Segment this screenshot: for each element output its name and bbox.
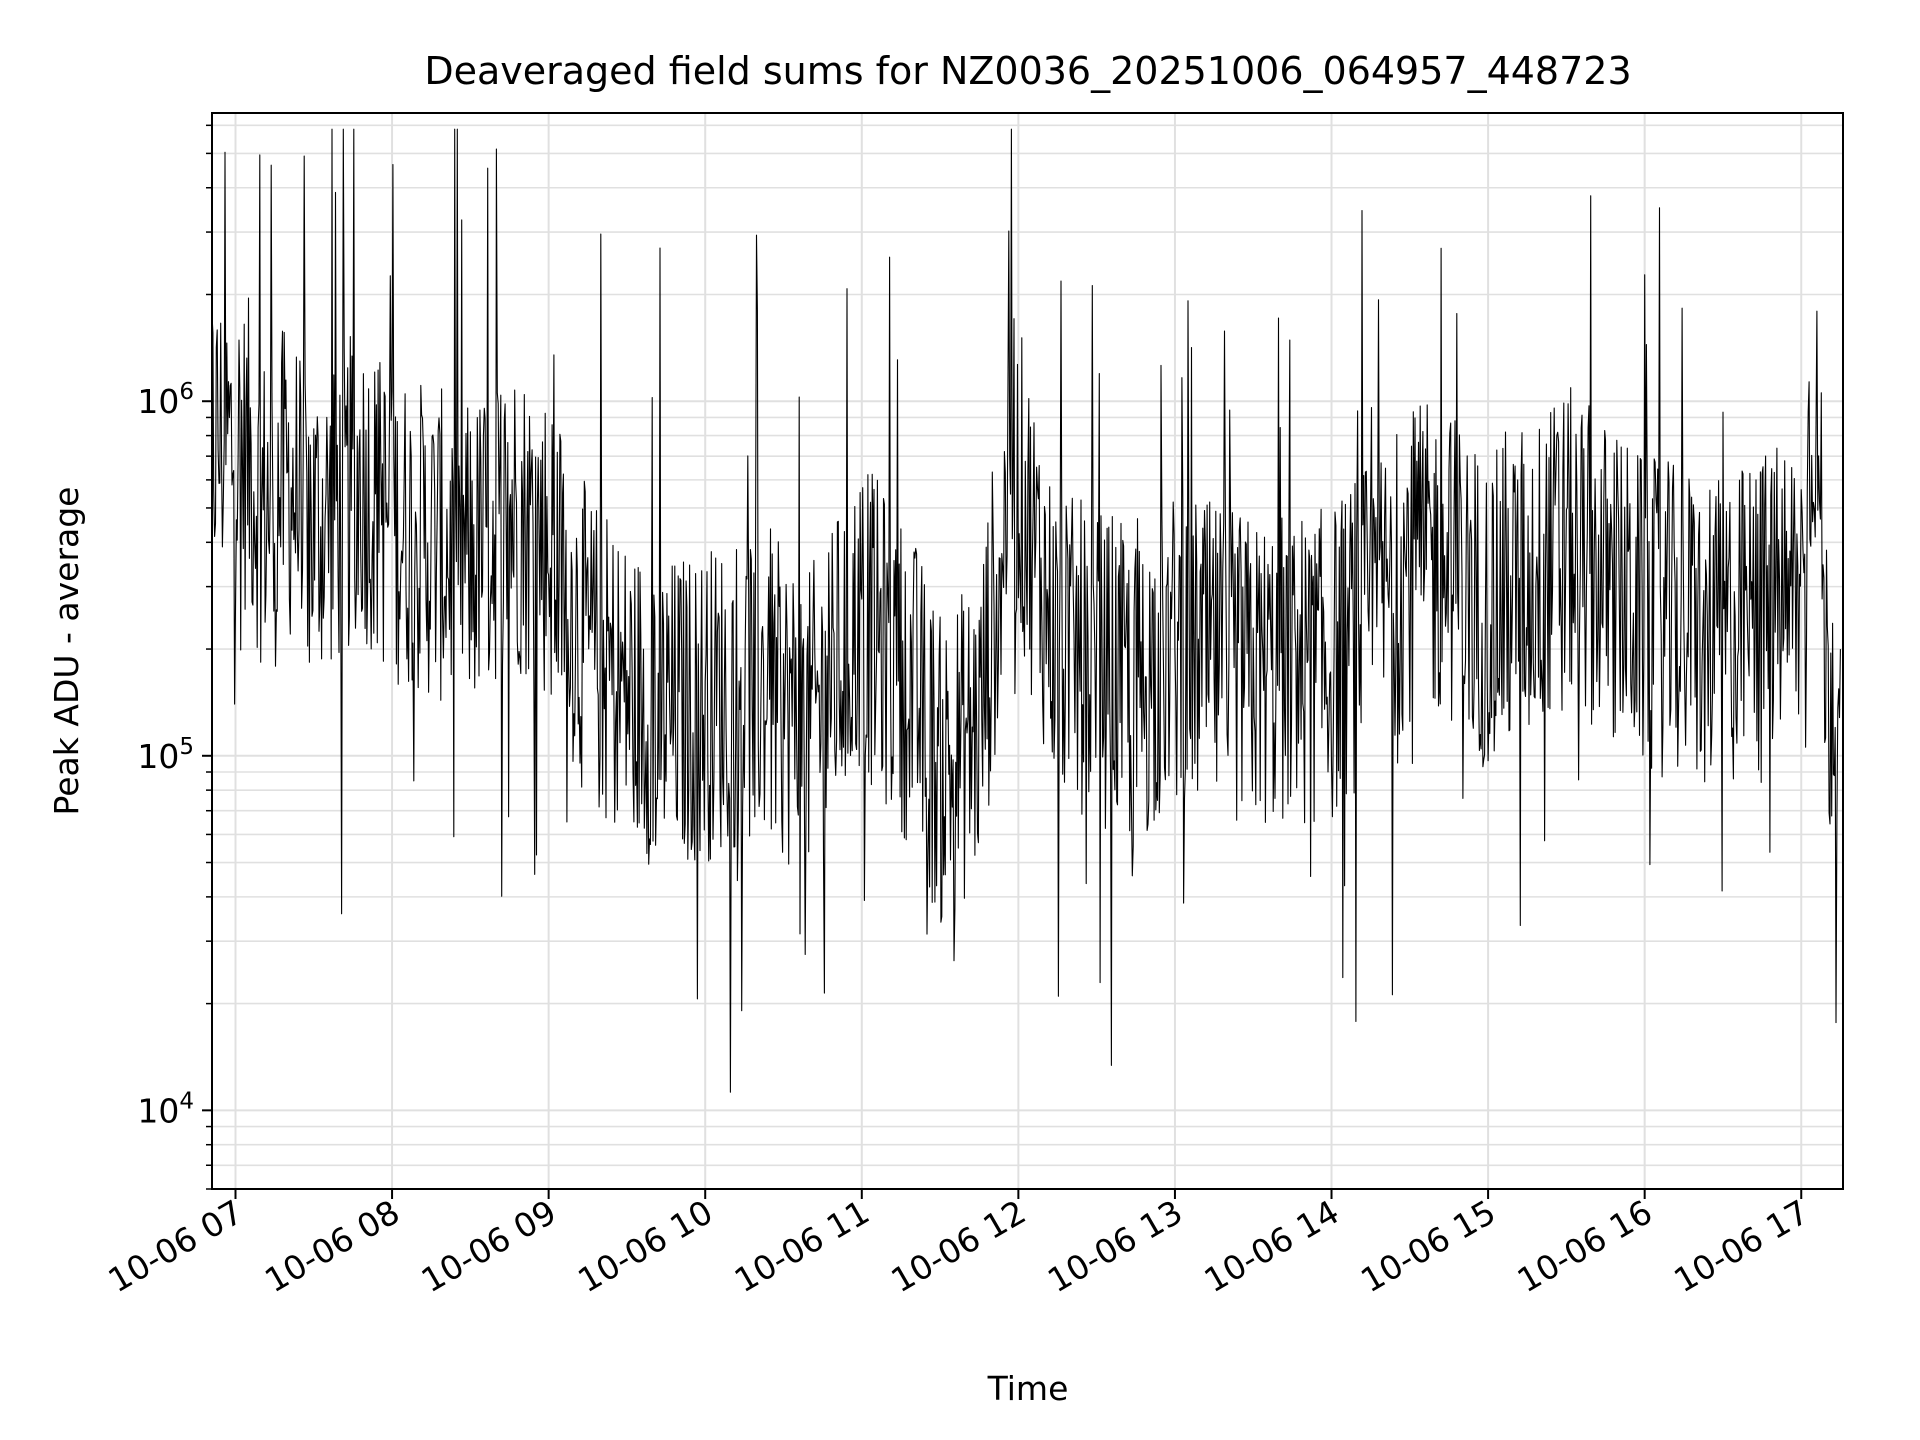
y-axis: 104 105 106 [137, 124, 212, 1190]
y-axis-label: Peak ADU - average [47, 487, 86, 816]
y-tick-label: 105 [137, 734, 194, 776]
series-line [212, 128, 1841, 1093]
x-axis-label: Time [987, 1369, 1069, 1408]
y-tick-label: 106 [137, 379, 194, 421]
chart-title: Deaveraged field sums for NZ0036_2025100… [424, 49, 1631, 93]
plot-frame [211, 112, 1844, 1190]
y-tick-label: 104 [137, 1088, 194, 1130]
